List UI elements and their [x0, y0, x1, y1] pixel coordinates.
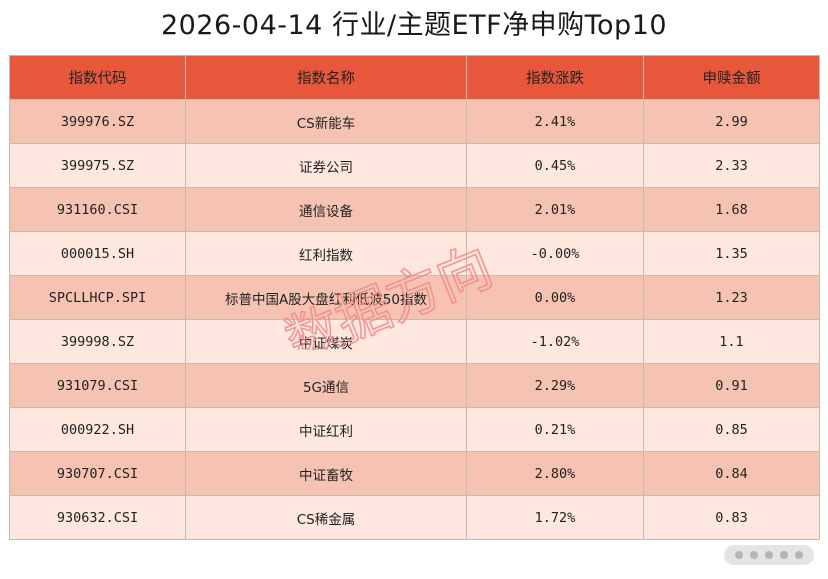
cell-index-name: 中证煤炭	[185, 319, 467, 364]
cell-index-code: SPCLLHCP.SPI	[9, 275, 186, 320]
cell-subscription-amount: 0.84	[643, 451, 820, 496]
cell-index-name: 通信设备	[185, 187, 467, 232]
dot-icon	[764, 551, 773, 559]
cell-index-code: 931160.CSI	[9, 187, 186, 232]
cell-index-name: 中证红利	[185, 407, 467, 452]
table-row: 930707.CSI 中证畜牧 2.80% 0.84	[9, 451, 820, 496]
cell-subscription-amount: 0.83	[643, 495, 820, 540]
cell-subscription-amount: 0.91	[643, 363, 820, 408]
cell-index-code: 000015.SH	[9, 231, 186, 276]
cell-index-name: 证券公司	[185, 143, 467, 188]
cell-subscription-amount: 1.68	[643, 187, 820, 232]
cell-index-name: CS稀金属	[185, 495, 467, 540]
table-row: 399998.SZ 中证煤炭 -1.02% 1.1	[9, 319, 820, 364]
table-row: 000922.SH 中证红利 0.21% 0.85	[9, 407, 820, 452]
dot-icon	[750, 551, 759, 559]
cell-subscription-amount: 1.1	[643, 319, 820, 364]
cell-index-change: -1.02%	[466, 319, 644, 364]
cell-subscription-amount: 0.85	[643, 407, 820, 452]
header-subscription-amount: 申赎金额	[643, 55, 820, 100]
dot-icon	[779, 551, 788, 559]
cell-index-change: -0.00%	[466, 231, 644, 276]
cell-index-code: 399998.SZ	[9, 319, 186, 364]
cell-index-change: 0.45%	[466, 143, 644, 188]
dot-icon	[735, 551, 744, 559]
header-index-name: 指数名称	[185, 55, 467, 100]
page-title: 2026-04-14 行业/主题ETF净申购Top10	[160, 10, 668, 41]
cell-index-code: 399976.SZ	[9, 99, 186, 144]
table-row: SPCLLHCP.SPI 标普中国A股大盘红利低波50指数 0.00% 1.23	[9, 275, 820, 320]
table-row: 399975.SZ 证券公司 0.45% 2.33	[9, 143, 820, 188]
cell-index-code: 399975.SZ	[9, 143, 186, 188]
table-row: 399976.SZ CS新能车 2.41% 2.99	[9, 99, 820, 144]
table-row: 000015.SH 红利指数 -0.00% 1.35	[9, 231, 820, 276]
cell-index-name: 红利指数	[185, 231, 467, 276]
cell-index-change: 2.80%	[466, 451, 644, 496]
cell-index-change: 2.29%	[466, 363, 644, 408]
cell-index-name: 5G通信	[185, 363, 467, 408]
table-row: 930632.CSI CS稀金属 1.72% 0.83	[9, 495, 820, 540]
cell-index-change: 1.72%	[466, 495, 644, 540]
cell-index-code: 000922.SH	[9, 407, 186, 452]
cell-index-change: 2.41%	[466, 99, 644, 144]
more-menu-icon[interactable]	[724, 545, 814, 565]
table-row: 931079.CSI 5G通信 2.29% 0.91	[9, 363, 820, 408]
table-header-row: 指数代码 指数名称 指数涨跌 申赎金额	[9, 55, 820, 100]
cell-index-code: 930707.CSI	[9, 451, 186, 496]
cell-index-code: 930632.CSI	[9, 495, 186, 540]
header-index-code: 指数代码	[9, 55, 186, 100]
cell-index-name: 标普中国A股大盘红利低波50指数	[185, 275, 467, 320]
cell-index-change: 0.21%	[466, 407, 644, 452]
cell-subscription-amount: 2.99	[643, 99, 820, 144]
table-row: 931160.CSI 通信设备 2.01% 1.68	[9, 187, 820, 232]
cell-index-change: 0.00%	[466, 275, 644, 320]
dot-icon	[794, 551, 803, 559]
header-index-change: 指数涨跌	[466, 55, 644, 100]
cell-index-change: 2.01%	[466, 187, 644, 232]
etf-net-subscription-table: 指数代码 指数名称 指数涨跌 申赎金额 399976.SZ CS新能车 2.41…	[9, 55, 820, 540]
cell-index-code: 931079.CSI	[9, 363, 186, 408]
cell-index-name: CS新能车	[185, 99, 467, 144]
cell-index-name: 中证畜牧	[185, 451, 467, 496]
cell-subscription-amount: 2.33	[643, 143, 820, 188]
cell-subscription-amount: 1.35	[643, 231, 820, 276]
cell-subscription-amount: 1.23	[643, 275, 820, 320]
